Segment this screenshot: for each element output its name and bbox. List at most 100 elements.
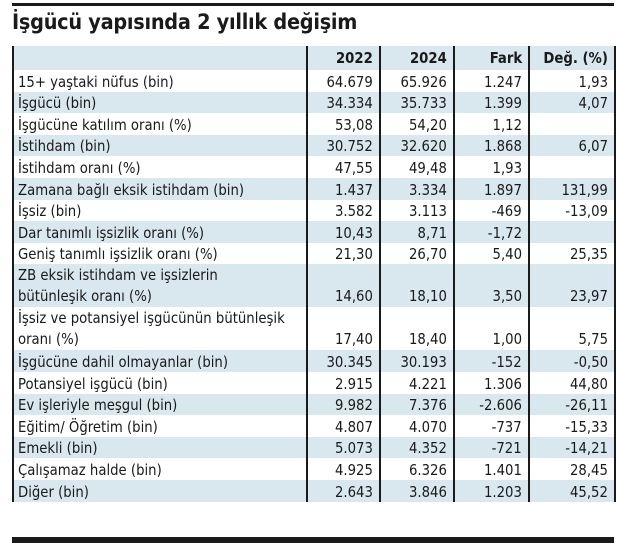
value-fark: 1,00 <box>453 307 529 351</box>
value-degisim-text: 45,52 <box>570 482 608 501</box>
bottom-rule <box>12 537 614 543</box>
value-degisim-text: 44,80 <box>570 374 608 393</box>
value-2022: 2.915 <box>306 371 380 394</box>
value-degisim: 44,80 <box>528 371 616 394</box>
row-label: İşsiz ve potansiyel işgücünün bütünleşik… <box>12 307 307 351</box>
value-degisim-text: 5,75 <box>578 330 608 349</box>
row-label: İstihdam (bin) <box>12 134 307 157</box>
value-2024: 3.846 <box>379 479 454 502</box>
value-fark-text: -469 <box>491 202 522 221</box>
header-2022-text: 2022 <box>336 48 373 67</box>
value-degisim-text: -13,09 <box>565 202 608 221</box>
value-degisim: 131,99 <box>528 177 616 200</box>
value-degisim: 4,07 <box>528 91 616 114</box>
value-2022: 21,30 <box>306 242 380 265</box>
labor-force-table: 2022 2024 Fark Değ. (%) 15+ yaştaki nüfu… <box>12 46 616 502</box>
value-2024: 54,20 <box>379 113 454 135</box>
value-2024-text: 8,71 <box>417 223 447 242</box>
value-degisim-text: -0,50 <box>573 352 608 371</box>
value-2022: 9.982 <box>306 393 380 416</box>
value-2022-text: 5.073 <box>335 439 373 458</box>
row-label: Çalışamaz halde (bin) <box>12 458 307 480</box>
value-2024: 4.352 <box>379 436 454 459</box>
value-2022-text: 14,60 <box>335 287 373 306</box>
row-label-text: Dar tanımlı işsizlik oranı (%) <box>18 223 205 242</box>
value-degisim-text: -26,11 <box>565 396 608 415</box>
value-2022: 1.437 <box>306 177 380 200</box>
value-degisim <box>528 156 616 178</box>
value-2024: 32.620 <box>379 134 454 157</box>
table-row: Potansiyel işgücü (bin) 2.915 4.221 1.306 44… <box>12 371 616 394</box>
value-degisim: -0,50 <box>528 350 616 372</box>
table-row: İşgücü (bin) 34.334 35.733 1.399 4,07 <box>12 91 616 114</box>
value-fark-text: -737 <box>491 417 522 436</box>
table-body: 15+ yaştaki nüfus (bin) 64.679 65.926 1.247… <box>12 70 616 502</box>
value-2024-text: 3.334 <box>409 180 447 199</box>
value-2024: 7.376 <box>379 393 454 416</box>
row-label-text: Emekli (bin) <box>18 439 98 458</box>
row-label-text: İşgücü (bin) <box>18 94 97 113</box>
value-degisim-text: 28,45 <box>570 460 608 479</box>
value-fark: -2.606 <box>453 393 529 416</box>
value-fark: 1.868 <box>453 134 529 157</box>
value-2024-text: 30.193 <box>400 352 447 371</box>
value-2024: 30.193 <box>379 350 454 372</box>
row-label: İşgücüne dahil olmayanlar (bin) <box>12 350 307 372</box>
value-2024: 6.326 <box>379 458 454 480</box>
row-label-text: İşgücüne dahil olmayanlar (bin) <box>18 352 228 371</box>
header-fark-text: Fark <box>489 48 522 67</box>
row-label-text: Eğitim/ Öğretim (bin) <box>18 417 158 436</box>
value-degisim: -15,33 <box>528 415 616 437</box>
header-2022: 2022 <box>306 46 380 70</box>
value-fark: 1.247 <box>453 70 529 92</box>
value-2024-text: 6.326 <box>409 460 447 479</box>
value-2024: 3.113 <box>379 199 454 222</box>
row-label-text: Ev işleriyle meşgul (bin) <box>18 396 178 415</box>
value-2024-text: 35.733 <box>400 94 447 113</box>
header-degisim: Değ. (%) <box>528 46 616 70</box>
value-2022-text: 21,30 <box>335 245 373 264</box>
header-label <box>12 46 307 70</box>
table-row: Çalışamaz halde (bin) 4.925 6.326 1.401 28,4… <box>12 458 616 480</box>
value-degisim: -14,21 <box>528 436 616 459</box>
value-degisim-text: 1,93 <box>578 72 608 91</box>
table-row: Zamana bağlı eksik istihdam (bin) 1.437 3.… <box>12 177 616 200</box>
value-2024-text: 65.926 <box>400 72 447 91</box>
table-row: İşsiz ve potansiyel işgücünün bütünleşik… <box>12 307 616 351</box>
row-label: İşgücü (bin) <box>12 91 307 114</box>
value-2024: 4.221 <box>379 371 454 394</box>
table-row: Eğitim/ Öğretim (bin) 4.807 4.070 -737 -15,3… <box>12 415 616 437</box>
value-2024-text: 4.070 <box>409 417 447 436</box>
table-row: İstihdam (bin) 30.752 32.620 1.868 6,07 <box>12 134 616 157</box>
value-2022: 64.679 <box>306 70 380 92</box>
value-2022: 5.073 <box>306 436 380 459</box>
value-degisim <box>528 221 616 243</box>
value-2022: 4.807 <box>306 415 380 437</box>
value-2024: 3.334 <box>379 177 454 200</box>
value-degisim: 45,52 <box>528 479 616 502</box>
value-degisim-text: -14,21 <box>565 439 608 458</box>
value-2022: 17,40 <box>306 307 380 351</box>
value-fark: 3,50 <box>453 264 529 308</box>
value-degisim: 1,93 <box>528 70 616 92</box>
table-row: İşgücüne dahil olmayanlar (bin) 30.345 30.… <box>12 350 616 372</box>
value-2022: 3.582 <box>306 199 380 222</box>
value-fark: -1,72 <box>453 221 529 243</box>
value-degisim <box>528 113 616 135</box>
value-fark-text: 1.203 <box>484 482 522 501</box>
value-degisim: 28,45 <box>528 458 616 480</box>
row-label: Ev işleriyle meşgul (bin) <box>12 393 307 416</box>
value-2024: 26,70 <box>379 242 454 265</box>
table-row: Geniş tanımlı işsizlik oranı (%) 21,30 26,… <box>12 242 616 265</box>
row-label: Potansiyel işgücü (bin) <box>12 371 307 394</box>
row-label: Eğitim/ Öğretim (bin) <box>12 415 307 437</box>
value-fark-text: 1.897 <box>484 180 522 199</box>
table-row: Emekli (bin) 5.073 4.352 -721 -14,21 <box>12 436 616 459</box>
value-2024-text: 54,20 <box>409 115 447 134</box>
value-2024-text: 18,10 <box>409 287 447 306</box>
value-2024-text: 4.352 <box>409 439 447 458</box>
value-2022-text: 2.915 <box>335 374 373 393</box>
value-2024-text: 32.620 <box>400 137 447 156</box>
value-2022: 34.334 <box>306 91 380 114</box>
value-2024: 18,10 <box>379 264 454 308</box>
